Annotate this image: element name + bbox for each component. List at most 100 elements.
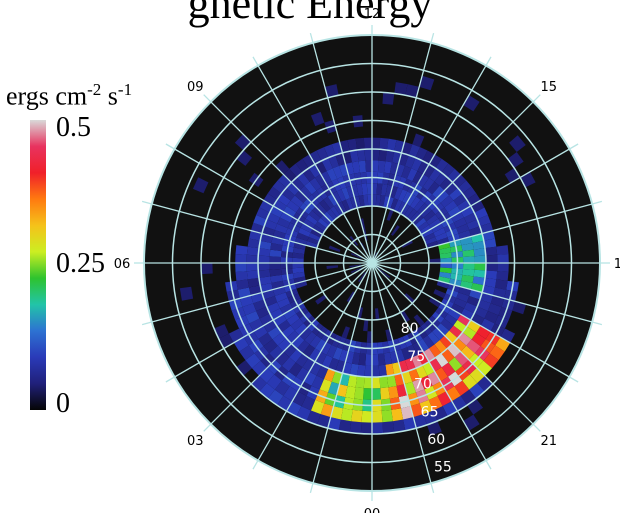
heatmap-cell [372, 365, 380, 377]
heatmap-cell [457, 332, 472, 346]
heatmap-cell [328, 155, 340, 169]
heatmap-cell [500, 328, 516, 343]
heatmap-cell [379, 195, 386, 208]
heatmap-cell [295, 158, 309, 173]
heatmap-cell [434, 172, 448, 186]
heatmap-cell [480, 318, 495, 332]
mlt-spoke [371, 262, 534, 425]
heatmap-cell [364, 149, 372, 161]
heatmap-cell [457, 199, 471, 212]
heatmap-cell [419, 399, 434, 415]
heatmap-cell [365, 160, 372, 172]
heatmap-cell [425, 241, 439, 249]
heatmap-cell [454, 351, 469, 366]
heatmap-cell [388, 385, 399, 399]
heatmap-cell [235, 254, 247, 263]
heatmap-cell [400, 406, 414, 420]
heatmap-cell [258, 276, 272, 286]
heatmap-cell [235, 271, 248, 281]
heatmap-cell [264, 219, 278, 231]
heatmap-cell [412, 378, 425, 393]
heatmap-cell [358, 160, 367, 173]
colorbar [30, 120, 46, 410]
heatmap-cell [453, 320, 467, 333]
heatmap-cell [464, 212, 478, 224]
heatmap-cell [351, 409, 363, 423]
colorbar-tick-mid: 0.25 [56, 248, 105, 279]
heatmap-cell [457, 180, 472, 194]
mlt-spoke [151, 262, 373, 323]
heatmap-cell [263, 193, 278, 206]
heatmap-cell [415, 147, 428, 161]
heatmap-cell [485, 246, 498, 256]
heatmap-cell [412, 170, 424, 185]
mlt-spoke [257, 65, 373, 264]
heatmap-cell [246, 263, 259, 272]
heatmap-cell [386, 209, 394, 221]
heatmap-cell [462, 374, 478, 390]
heatmap-cell [424, 236, 437, 245]
heatmap-cell [214, 324, 229, 339]
heatmap-cell [310, 399, 325, 415]
heatmap-cell [289, 348, 303, 363]
mlt-spoke [312, 262, 373, 484]
latitude-label-65: 65 [421, 404, 439, 420]
heatmap-cell [292, 267, 305, 274]
chart-title: gnetic Energy [187, 0, 433, 28]
heatmap-cell [444, 200, 458, 213]
mlt-tick [430, 32, 435, 43]
heatmap-cell [306, 410, 321, 425]
heatmap-cell [404, 381, 416, 396]
colorbar-unit-label: ergs cm-2 s-1 [6, 80, 133, 111]
heatmap-cell [440, 257, 452, 263]
heatmap-cell [316, 147, 329, 161]
heatmap-cell [439, 247, 452, 255]
heatmap-cell [376, 183, 383, 196]
mlt-tick [165, 143, 175, 150]
heatmap-cell [412, 214, 424, 226]
heatmap-cell [417, 203, 429, 215]
heatmap-cell [315, 221, 327, 232]
heatmap-cell [269, 263, 281, 270]
heatmap-cell [428, 297, 442, 308]
heatmap-cell [356, 183, 364, 196]
mlt-tick [309, 483, 314, 494]
heatmap-cell [380, 387, 390, 400]
heatmap-cell [308, 232, 321, 242]
heatmap-cell [422, 150, 435, 165]
heatmap-cell [336, 189, 346, 202]
mlt-label-12: 12 [364, 7, 381, 22]
mlt-label-03: 03 [187, 434, 204, 449]
heatmap-cell [363, 376, 372, 389]
heatmap-cell [462, 249, 475, 258]
heatmap-cell [372, 376, 381, 389]
heatmap-cell [385, 184, 393, 197]
heatmap-cell [397, 201, 407, 214]
heatmap-cell [317, 217, 330, 229]
mlt-spoke [174, 148, 373, 264]
heatmap-cell [462, 186, 477, 200]
mlt-spoke [174, 262, 373, 378]
heatmap-cell [460, 206, 475, 218]
heatmap-cell [436, 323, 450, 336]
mlt-spoke [371, 262, 487, 461]
heatmap-cell [308, 210, 321, 222]
heatmap-cell [393, 187, 403, 200]
heatmap-cell [269, 308, 284, 320]
heatmap-cell [249, 318, 264, 332]
heatmap-cell [258, 248, 271, 257]
heatmap-cell [323, 211, 335, 223]
heatmap-cell [308, 164, 321, 178]
heatmap-cell [355, 137, 365, 150]
mlt-label-09: 09 [187, 80, 204, 95]
latitude-label-50: 50 [441, 487, 459, 503]
heatmap-cell [292, 263, 304, 269]
heatmap-cell [291, 177, 305, 191]
heatmap-cell [440, 195, 454, 208]
heatmap-cell [412, 133, 425, 148]
heatmap-cell [307, 236, 320, 245]
heatmap-cell [379, 137, 389, 150]
heatmap-cell [258, 332, 273, 347]
heatmap-cell [444, 330, 458, 344]
heatmap-cell [464, 302, 478, 314]
